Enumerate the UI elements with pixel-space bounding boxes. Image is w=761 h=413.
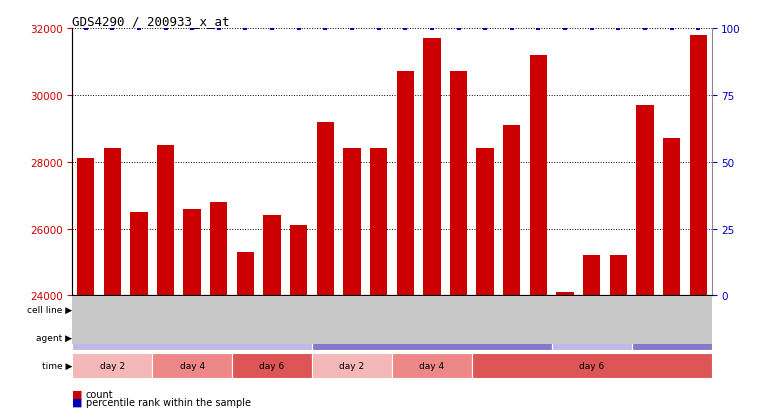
Point bbox=[266, 26, 279, 32]
Bar bbox=[396, 72, 414, 296]
Point bbox=[612, 26, 624, 32]
Bar bbox=[423, 39, 441, 296]
Text: control: control bbox=[177, 333, 208, 342]
Point bbox=[453, 26, 465, 32]
Bar bbox=[556, 292, 574, 296]
Point bbox=[586, 26, 598, 32]
Bar bbox=[610, 256, 627, 296]
Bar bbox=[77, 159, 94, 296]
Bar bbox=[210, 202, 228, 296]
Bar bbox=[317, 122, 334, 296]
Bar bbox=[472, 353, 712, 379]
Point bbox=[80, 26, 92, 32]
Point bbox=[479, 26, 492, 32]
Bar bbox=[103, 149, 121, 296]
Text: day 4: day 4 bbox=[180, 361, 205, 370]
Text: ■: ■ bbox=[72, 397, 83, 407]
Bar bbox=[636, 106, 654, 296]
Text: agent ▶: agent ▶ bbox=[37, 333, 72, 342]
Text: GDS4290 / 200933_x_at: GDS4290 / 200933_x_at bbox=[72, 15, 230, 28]
Text: MOLM-13: MOLM-13 bbox=[610, 305, 653, 314]
Bar bbox=[263, 216, 281, 296]
Point bbox=[186, 26, 199, 32]
Bar bbox=[72, 297, 552, 323]
Bar bbox=[663, 139, 680, 296]
Text: time ▶: time ▶ bbox=[42, 361, 72, 370]
Bar bbox=[503, 126, 521, 296]
Bar bbox=[689, 36, 707, 296]
Bar bbox=[72, 353, 152, 379]
Bar bbox=[552, 297, 712, 323]
Text: day 4: day 4 bbox=[419, 361, 444, 370]
Bar bbox=[632, 325, 712, 351]
Bar bbox=[312, 353, 392, 379]
Point bbox=[346, 26, 358, 32]
Text: day 6: day 6 bbox=[579, 361, 604, 370]
Point bbox=[693, 26, 705, 32]
Bar bbox=[312, 325, 552, 351]
Text: day 2: day 2 bbox=[339, 361, 365, 370]
Point bbox=[107, 26, 119, 32]
Bar bbox=[530, 56, 547, 296]
Point bbox=[320, 26, 332, 32]
Point bbox=[666, 26, 678, 32]
Bar bbox=[183, 209, 201, 296]
Point bbox=[240, 26, 252, 32]
Point bbox=[559, 26, 571, 32]
Point bbox=[506, 26, 518, 32]
Point bbox=[426, 26, 438, 32]
Point bbox=[400, 26, 412, 32]
Point bbox=[160, 26, 172, 32]
Bar bbox=[583, 256, 600, 296]
Bar bbox=[370, 149, 387, 296]
Bar bbox=[157, 146, 174, 296]
Text: EPZ004777: EPZ004777 bbox=[646, 333, 697, 342]
Bar bbox=[552, 325, 632, 351]
Bar bbox=[232, 353, 312, 379]
Bar bbox=[343, 149, 361, 296]
Bar bbox=[237, 252, 254, 296]
Bar bbox=[130, 212, 148, 296]
Point bbox=[133, 26, 145, 32]
Text: percentile rank within the sample: percentile rank within the sample bbox=[86, 397, 251, 407]
Point bbox=[213, 26, 225, 32]
Text: EPZ004777: EPZ004777 bbox=[406, 333, 457, 342]
Bar bbox=[392, 353, 472, 379]
Text: day 2: day 2 bbox=[100, 361, 125, 370]
Point bbox=[373, 26, 385, 32]
Bar bbox=[72, 325, 312, 351]
Bar bbox=[152, 353, 232, 379]
Point bbox=[639, 26, 651, 32]
Text: MV4-11: MV4-11 bbox=[295, 305, 330, 314]
Text: ■: ■ bbox=[72, 389, 83, 399]
Text: cell line ▶: cell line ▶ bbox=[27, 305, 72, 314]
Text: count: count bbox=[86, 389, 113, 399]
Text: day 6: day 6 bbox=[260, 361, 285, 370]
Bar bbox=[290, 225, 307, 296]
Bar bbox=[450, 72, 467, 296]
Point bbox=[293, 26, 305, 32]
Point bbox=[533, 26, 545, 32]
Text: control: control bbox=[576, 333, 607, 342]
Bar bbox=[476, 149, 494, 296]
